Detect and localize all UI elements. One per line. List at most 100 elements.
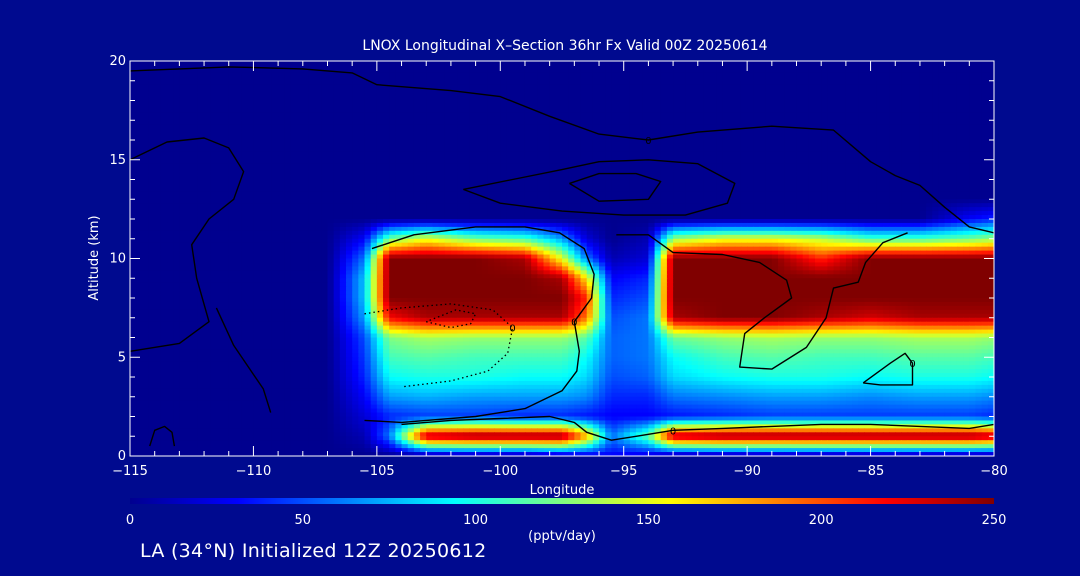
heatmap-cell bbox=[308, 108, 316, 113]
heatmap-cell bbox=[296, 108, 304, 113]
heatmap-cell bbox=[666, 151, 674, 157]
heatmap-cell bbox=[926, 167, 933, 173]
heatmap-cell bbox=[901, 92, 909, 98]
heatmap-cell bbox=[852, 80, 859, 86]
heatmap-cell bbox=[142, 120, 150, 125]
heatmap-cell bbox=[518, 100, 526, 106]
heatmap-cell bbox=[216, 104, 224, 109]
heatmap-cell bbox=[333, 80, 341, 86]
heatmap-cell bbox=[722, 124, 730, 129]
heatmap-cell bbox=[444, 132, 452, 137]
heatmap-cell bbox=[506, 147, 514, 153]
heatmap-cell bbox=[821, 80, 828, 86]
heatmap-cell bbox=[475, 100, 483, 106]
heatmap-cell bbox=[765, 195, 773, 200]
heatmap-cell bbox=[339, 104, 347, 109]
heatmap-cell bbox=[376, 132, 384, 137]
heatmap-cell bbox=[308, 116, 316, 121]
heatmap-cell bbox=[710, 136, 717, 141]
heatmap-cell bbox=[901, 64, 909, 70]
heatmap-cell bbox=[932, 92, 940, 98]
heatmap-cell bbox=[494, 187, 501, 192]
heatmap-cell bbox=[623, 187, 631, 192]
heatmap-cell bbox=[457, 147, 464, 153]
heatmap-cell bbox=[703, 96, 711, 102]
heatmap-cell bbox=[710, 72, 717, 78]
heatmap-cell bbox=[438, 112, 446, 117]
heatmap-cell bbox=[815, 72, 822, 78]
heatmap-cell bbox=[956, 159, 964, 165]
heatmap-cell bbox=[845, 191, 853, 196]
heatmap-cell bbox=[821, 92, 828, 98]
heatmap-cell bbox=[919, 92, 927, 98]
heatmap-cell bbox=[623, 140, 631, 145]
heatmap-cell bbox=[907, 124, 915, 129]
heatmap-cell bbox=[333, 120, 341, 125]
heatmap-cell bbox=[142, 80, 150, 86]
heatmap-cell bbox=[673, 104, 680, 109]
heatmap-cell bbox=[389, 84, 396, 90]
heatmap-cell bbox=[518, 124, 526, 129]
heatmap-cell bbox=[197, 159, 205, 165]
heatmap-cell bbox=[271, 112, 279, 117]
heatmap-cell bbox=[321, 136, 329, 141]
heatmap-cell bbox=[327, 187, 335, 192]
heatmap-cell bbox=[296, 175, 304, 181]
heatmap-cell bbox=[882, 179, 890, 185]
heatmap-cell bbox=[722, 167, 730, 173]
heatmap-cell bbox=[636, 151, 643, 157]
heatmap-cell bbox=[284, 171, 292, 177]
heatmap-cell bbox=[136, 167, 143, 173]
heatmap-cell bbox=[845, 116, 853, 121]
heatmap-cell bbox=[845, 84, 853, 90]
heatmap-cell bbox=[568, 116, 575, 121]
heatmap-cell bbox=[771, 120, 779, 125]
heatmap-cell bbox=[179, 136, 187, 141]
heatmap-cell bbox=[321, 64, 329, 70]
heatmap-cell bbox=[654, 76, 662, 82]
heatmap-cell bbox=[500, 72, 508, 78]
heatmap-cell bbox=[512, 199, 520, 204]
heatmap-cell bbox=[833, 147, 841, 153]
heatmap-cell bbox=[734, 96, 742, 102]
heatmap-cell bbox=[870, 96, 878, 102]
heatmap-cell bbox=[666, 72, 674, 78]
heatmap-cell bbox=[475, 140, 483, 145]
heatmap-cell bbox=[487, 84, 495, 90]
heatmap-cell bbox=[265, 96, 273, 102]
heatmap-cell bbox=[895, 171, 903, 177]
heatmap-cell bbox=[463, 68, 471, 74]
heatmap-cell bbox=[136, 147, 143, 153]
heatmap-cell bbox=[265, 187, 273, 192]
heatmap-cell bbox=[987, 61, 994, 66]
heatmap-cell bbox=[790, 64, 798, 70]
heatmap-cell bbox=[469, 84, 477, 90]
heatmap-cell bbox=[722, 76, 730, 82]
heatmap-cell bbox=[956, 116, 964, 121]
heatmap-cell bbox=[740, 72, 748, 78]
heatmap-cell bbox=[654, 124, 662, 129]
heatmap-cell bbox=[617, 163, 625, 169]
heatmap-cell bbox=[617, 143, 625, 149]
heatmap-cell bbox=[537, 159, 545, 165]
heatmap-cell bbox=[531, 68, 538, 74]
heatmap-cell bbox=[981, 147, 989, 153]
heatmap-cell bbox=[722, 136, 730, 141]
heatmap-cell bbox=[247, 191, 255, 196]
heatmap-cell bbox=[796, 84, 804, 90]
heatmap-cell bbox=[562, 128, 569, 133]
heatmap-cell bbox=[531, 179, 538, 185]
heatmap-cell bbox=[210, 61, 217, 66]
heatmap-cell bbox=[364, 199, 372, 204]
heatmap-cell bbox=[555, 76, 563, 82]
heatmap-cell bbox=[771, 61, 779, 66]
heatmap-cell bbox=[364, 179, 372, 185]
heatmap-cell bbox=[790, 61, 798, 66]
heatmap-cell bbox=[247, 68, 255, 74]
heatmap-cell bbox=[500, 64, 508, 70]
heatmap-cell bbox=[654, 88, 662, 94]
heatmap-cell bbox=[321, 61, 329, 66]
heatmap-cell bbox=[660, 143, 668, 149]
heatmap-cell bbox=[494, 104, 501, 109]
heatmap-cell bbox=[864, 84, 872, 90]
